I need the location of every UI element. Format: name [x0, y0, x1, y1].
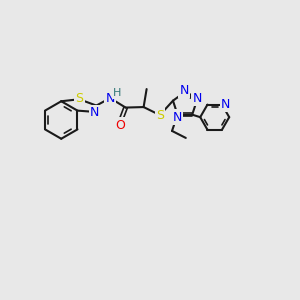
Text: N: N: [90, 106, 99, 119]
Text: N: N: [105, 92, 115, 105]
Text: N: N: [221, 98, 230, 111]
Text: O: O: [115, 118, 125, 132]
Text: S: S: [75, 92, 83, 105]
Text: N: N: [193, 92, 202, 105]
Text: S: S: [156, 109, 164, 122]
Text: H: H: [113, 88, 121, 98]
Text: N: N: [173, 111, 182, 124]
Text: N: N: [180, 84, 189, 97]
